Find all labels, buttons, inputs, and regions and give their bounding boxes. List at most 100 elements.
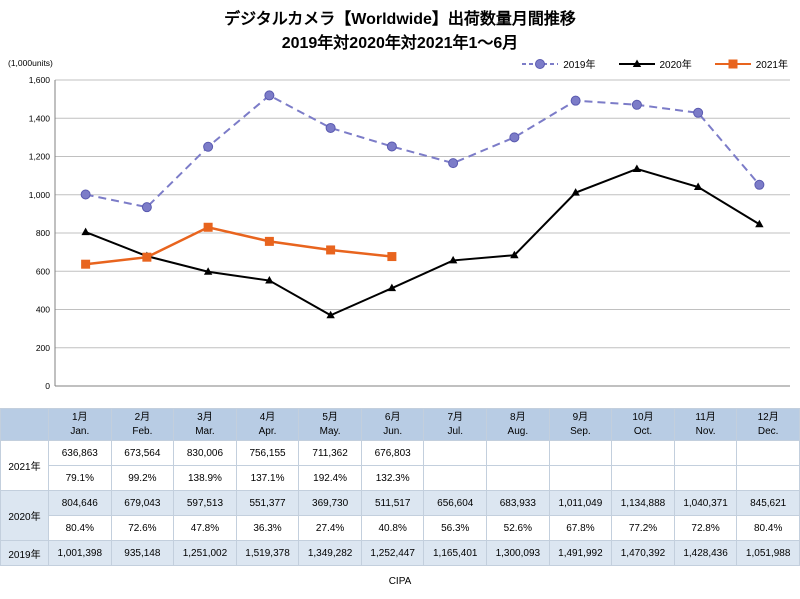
month-header: 6月 Jun.: [360, 408, 425, 441]
month-header: 11月 Nov.: [673, 408, 738, 441]
percent-cell: 72.6%: [110, 515, 175, 541]
table-row: 80.4% 72.6% 47.8% 36.3% 27.4% 40.8% 56.3% 52.6%…: [1, 515, 800, 541]
series-marker-2019年: [509, 132, 520, 143]
value-cell: 1,165,401: [423, 540, 488, 566]
source-label: CIPA: [388, 576, 412, 587]
legend-item-2021年: 2021年: [714, 56, 788, 71]
month-header: 7月 Jul.: [423, 408, 488, 441]
series-marker-2019年: [693, 107, 704, 118]
series-marker-2021年: [142, 252, 152, 262]
value-cell: [548, 440, 613, 466]
y-tick-label: 1,200: [29, 152, 51, 162]
chart-area: (1,000units) 2019年 2020年 2021年 0 200 400 600 8…: [0, 56, 800, 408]
series-marker-2019年: [631, 99, 642, 110]
value-cell: 1,252,447: [360, 540, 425, 566]
value-cell: 1,491,992: [548, 540, 613, 566]
year-row-label: 2019年: [0, 540, 49, 566]
value-cell: 1,519,378: [235, 540, 300, 566]
value-cell: [423, 440, 488, 466]
percent-cell: 47.8%: [173, 515, 237, 541]
series-marker-2019年: [448, 158, 459, 169]
value-cell: 676,803: [360, 440, 425, 466]
series-marker-2019年: [754, 179, 765, 190]
percent-cell: 56.3%: [423, 515, 488, 541]
value-cell: [486, 465, 550, 491]
month-header: 4月 Apr.: [235, 408, 300, 441]
percent-cell: 137.1%: [235, 465, 300, 491]
value-cell: 1,040,371: [673, 490, 738, 516]
value-cell: [611, 440, 675, 466]
value-cell: [673, 440, 738, 466]
value-cell: 673,564: [110, 440, 175, 466]
series-marker-2021年: [203, 222, 213, 232]
series-marker-2021年: [81, 259, 91, 269]
series-marker-2019年: [264, 90, 275, 101]
value-cell: [736, 465, 800, 491]
value-cell: 1,134,888: [611, 490, 675, 516]
value-cell: 711,362: [298, 440, 362, 466]
percent-cell: 72.8%: [673, 515, 738, 541]
series-marker-2020年: [693, 182, 703, 191]
value-cell: 597,513: [173, 490, 237, 516]
percent-cell: 27.4%: [298, 515, 362, 541]
table-row: 79.1% 99.2% 138.9% 137.1% 192.4% 132.3%: [1, 465, 800, 491]
percent-cell: 77.2%: [611, 515, 675, 541]
value-cell: 511,517: [360, 490, 425, 516]
table-row: 2021年 636,863 673,564 830,006 756,155 711,362…: [0, 440, 800, 491]
table-corner-cell: [0, 408, 49, 441]
series-marker-2019年: [203, 141, 214, 152]
y-tick-label: 800: [36, 228, 50, 238]
value-cell: [548, 465, 613, 491]
percent-cell: 99.2%: [110, 465, 175, 491]
value-cell: [611, 465, 675, 491]
month-header: 10月 Oct.: [611, 408, 675, 441]
series-marker-2020年: [326, 310, 335, 319]
series-marker-2019年: [570, 95, 581, 106]
value-cell: 1,011,049: [548, 490, 613, 516]
percent-cell: 52.6%: [486, 515, 550, 541]
series-marker-2020年: [448, 255, 458, 264]
series-marker-2020年: [632, 59, 641, 67]
percent-cell: 80.4%: [48, 515, 112, 541]
series-marker-2019年: [325, 122, 336, 133]
y-tick-label: 200: [36, 343, 50, 353]
series-marker-2021年: [264, 236, 274, 246]
series-marker-2020年: [510, 250, 519, 259]
series-line-2019年: [85, 94, 761, 209]
y-tick-label: 1,400: [29, 113, 51, 123]
year-row-label: 2021年: [0, 440, 49, 491]
series-marker-2020年: [387, 283, 397, 292]
percent-cell: 80.4%: [736, 515, 800, 541]
value-cell: 679,043: [110, 490, 175, 516]
value-cell: 551,377: [235, 490, 300, 516]
percent-cell: 132.3%: [360, 465, 425, 491]
y-tick-label: 1,600: [29, 75, 51, 85]
value-cell: 636,863: [48, 440, 112, 466]
title-line-1: デジタルカメラ【Worldwide】出荷数量月間推移: [224, 11, 576, 28]
value-cell: 1,428,436: [673, 540, 738, 566]
value-cell: 845,621: [736, 490, 800, 516]
title-line-2: 2019年対2020年対2021年1〜6月: [281, 35, 519, 52]
chart-title: デジタルカメラ【Worldwide】出荷数量月間推移 2019年対2020年対2…: [0, 0, 800, 56]
month-header: 8月 Aug.: [486, 408, 550, 441]
series-marker-2021年: [387, 252, 397, 262]
legend-line-2021年: [714, 59, 751, 68]
y-axis-units-label: (1,000units): [8, 58, 53, 68]
value-cell: [486, 440, 550, 466]
table-row: 2019年 1,001,398 935,148 1,251,002 1,519,378 1…: [0, 540, 800, 566]
month-header-row: 1月 Jan. 2月 Feb. 3月 Mar. 4月 Apr. 5月 May. 6月 Jun. 7月 Ju…: [0, 408, 800, 441]
value-cell: 1,470,392: [611, 540, 675, 566]
percent-cell: 40.8%: [360, 515, 425, 541]
percent-cell: 79.1%: [48, 465, 112, 491]
series-line-2021年: [85, 225, 393, 266]
series-marker-2019年: [141, 202, 152, 213]
series-marker-2019年: [80, 189, 91, 200]
value-cell: 1,251,002: [173, 540, 237, 566]
series-line-2020年: [85, 167, 760, 317]
page: デジタルカメラ【Worldwide】出荷数量月間推移 2019年対2020年対2…: [0, 0, 800, 587]
y-tick-label: 0: [45, 381, 50, 391]
y-tick-label: 600: [36, 266, 50, 276]
value-cell: 830,006: [173, 440, 237, 466]
month-header: 9月 Sep.: [548, 408, 613, 441]
data-table: 1月 Jan. 2月 Feb. 3月 Mar. 4月 Apr. 5月 May. 6月 Jun. 7月 Ju…: [0, 408, 800, 566]
